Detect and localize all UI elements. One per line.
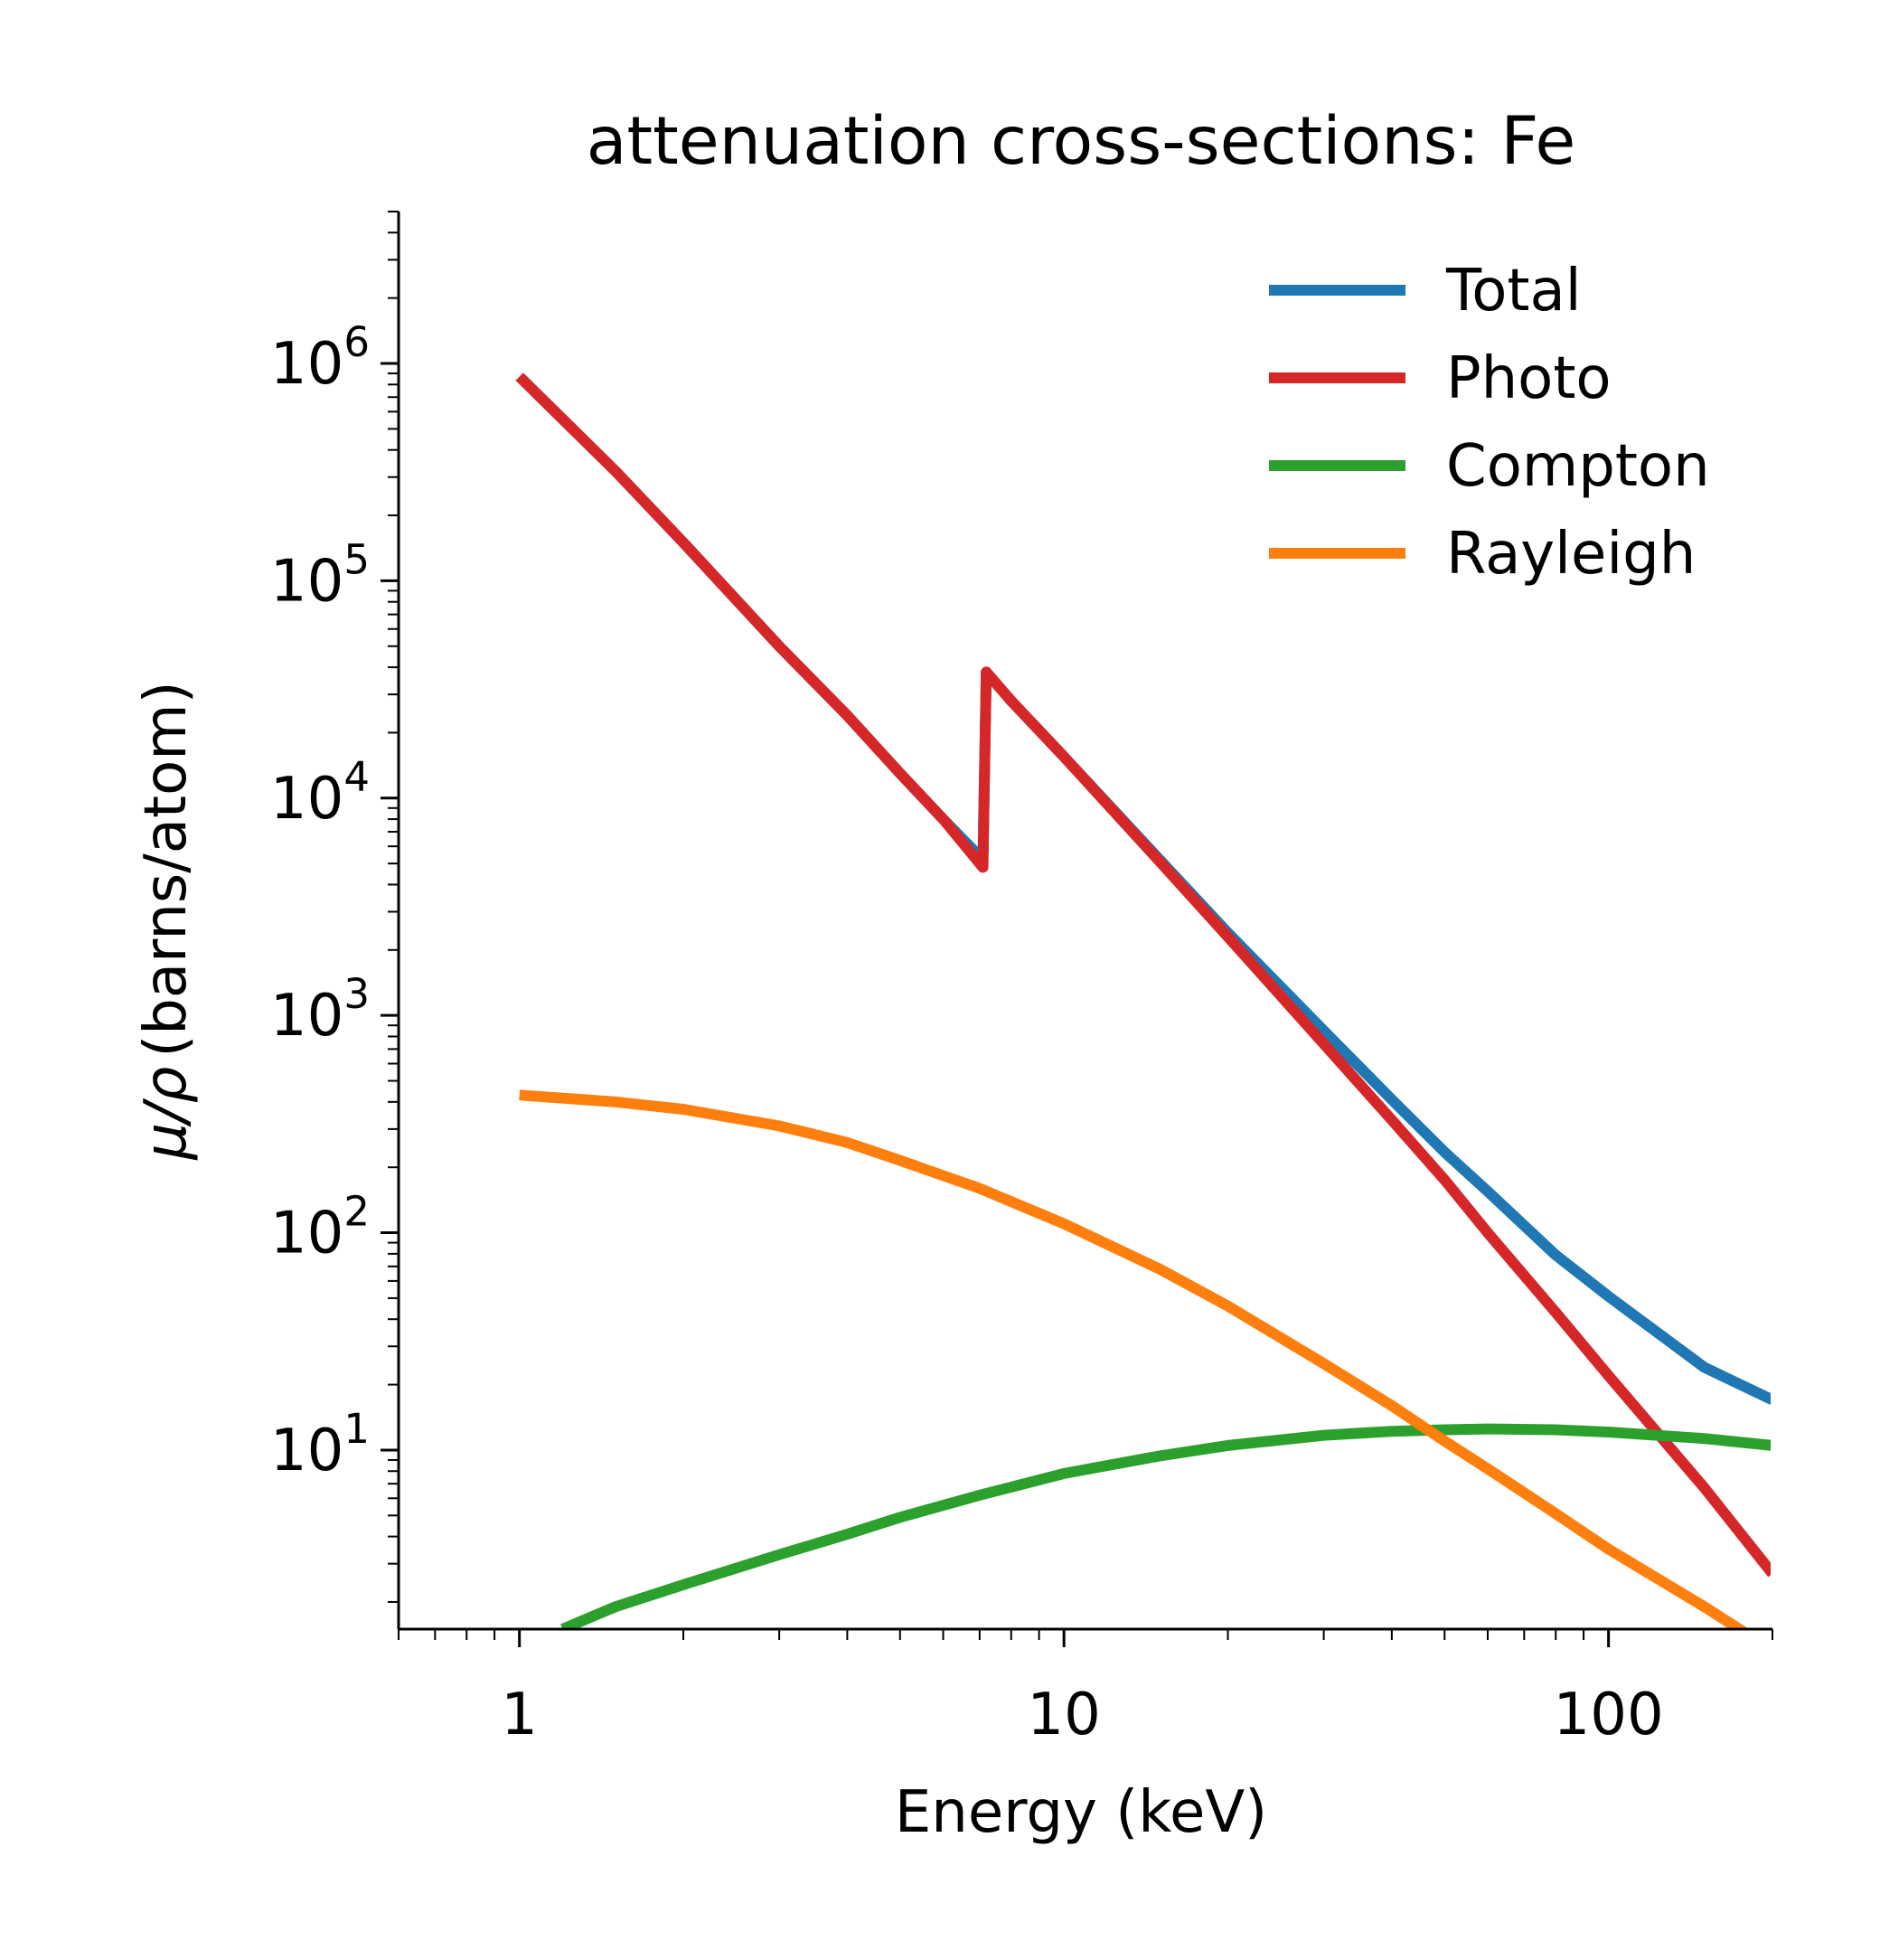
legend-label-photo: Photo: [1446, 345, 1612, 412]
y-tick-exponent: 2: [343, 1188, 370, 1236]
y-axis-label: μ/ρ (barns/atom): [133, 681, 200, 1160]
legend-label-compton: Compton: [1446, 433, 1710, 500]
y-tick-label: 101: [270, 1405, 370, 1484]
y-tick-label: 103: [270, 970, 370, 1050]
y-tick-label: 104: [270, 753, 370, 833]
y-tick-base: 10: [270, 548, 343, 615]
series-line-photo: [515, 372, 1771, 1578]
legend-label-total: Total: [1445, 258, 1581, 325]
y-tick-exponent: 6: [343, 318, 370, 366]
y-tick-exponent: 5: [343, 535, 370, 583]
x-tick-label: 100: [1554, 1682, 1664, 1748]
x-tick-label: 10: [1027, 1682, 1100, 1748]
y-tick-exponent: 3: [343, 970, 370, 1018]
y-tick-base: 10: [270, 766, 343, 833]
y-axis-label-symbol: μ/ρ: [133, 1067, 200, 1161]
y-tick-label: 106: [270, 318, 370, 398]
y-tick-label: 102: [270, 1188, 370, 1267]
x-tick-label: 1: [501, 1682, 538, 1748]
series-layer: [515, 372, 1771, 1629]
y-tick-exponent: 4: [343, 753, 370, 801]
y-tick-base: 10: [270, 1201, 343, 1267]
legend-label-rayleigh: Rayleigh: [1446, 521, 1696, 588]
y-tick-base: 10: [270, 983, 343, 1050]
series-line-rayleigh: [519, 1089, 1750, 1629]
y-tick-label: 105: [270, 535, 370, 615]
x-axis-label: Energy (keV): [895, 1779, 1267, 1846]
y-tick-exponent: 1: [343, 1405, 370, 1453]
y-tick-base: 10: [270, 1418, 343, 1484]
y-tick-base: 10: [270, 331, 343, 398]
chart-title: attenuation cross-sections: Fe: [587, 103, 1575, 180]
y-axis-label-unit: (barns/atom): [133, 681, 200, 1057]
series-line-compton: [560, 1423, 1771, 1629]
legend: Total Photo Compton Rayleigh: [1269, 258, 1710, 588]
x-ticks: 1 10 100: [398, 1629, 1773, 1748]
